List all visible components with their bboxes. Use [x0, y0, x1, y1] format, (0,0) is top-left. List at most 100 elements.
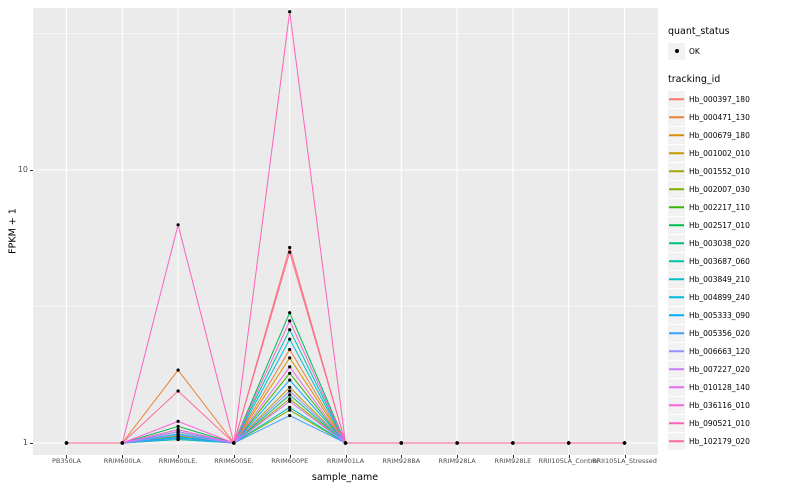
data-point	[176, 436, 180, 440]
legend-key-line-icon	[668, 198, 685, 216]
line-icon	[669, 296, 684, 298]
legend-entry-tracking-id: Hb_000397_180	[668, 90, 798, 108]
legend-entry-label: Hb_004899_240	[689, 292, 750, 302]
x-tick-label: RRIM901LA	[326, 457, 365, 465]
line-icon	[669, 350, 684, 352]
data-point	[288, 245, 292, 250]
data-point	[288, 250, 292, 254]
data-point	[288, 328, 292, 332]
data-point	[511, 441, 515, 445]
data-point	[288, 385, 292, 389]
point-icon	[674, 49, 679, 53]
x-tick-label: PB350LA	[51, 457, 81, 465]
data-point	[288, 365, 292, 369]
legend-key-line-icon	[668, 144, 685, 162]
legend-entry-tracking-id: Hb_006663_120	[668, 342, 798, 360]
y-tick-label: 10	[17, 165, 28, 174]
data-point	[176, 419, 180, 423]
data-point	[288, 356, 292, 360]
legend-entry-tracking-id: Hb_007227_020	[668, 360, 798, 378]
data-point	[399, 441, 403, 445]
y-axis-title: FPKM + 1	[7, 208, 19, 254]
plot-panel	[33, 8, 658, 455]
data-point	[288, 10, 292, 14]
legend-entry-tracking-id: Hb_005333_090	[668, 306, 798, 324]
data-point	[567, 441, 571, 445]
legend-key-point-icon	[668, 42, 685, 60]
data-point	[288, 311, 292, 315]
legend-key-line-icon	[668, 234, 685, 252]
data-point	[176, 368, 180, 372]
line-icon	[669, 278, 684, 280]
data-point	[288, 408, 292, 412]
legend-key-line-icon	[668, 252, 685, 270]
data-point	[288, 389, 292, 393]
legend-entry-tracking-id: Hb_003038_020	[668, 234, 798, 252]
legend-section-tracking-id: tracking_id Hb_000397_180 Hb_000471_130 Hb…	[668, 74, 798, 450]
line-icon	[669, 242, 684, 244]
x-tick-label: RRII105LA_Stressed	[592, 457, 657, 465]
legend-entry-label: Hb_007227_020	[689, 364, 750, 374]
line-icon	[669, 188, 684, 190]
legend-entry-label: Hb_001552_010	[689, 166, 750, 176]
legend-key-line-icon	[668, 180, 685, 198]
data-point	[288, 337, 292, 341]
x-tick-mark	[289, 455, 291, 458]
legend-entry-tracking-id: Hb_102179_020	[668, 432, 798, 450]
legend-title-tracking-id: tracking_id	[668, 74, 721, 85]
legend-entry-tracking-id: Hb_090521_010	[668, 414, 798, 432]
legend-entries-tracking-id: Hb_000397_180 Hb_000471_130 Hb_000679_180 H…	[668, 90, 798, 450]
x-tick-label: RRIM928BA	[382, 457, 421, 465]
legend-entry-label: Hb_003687_060	[689, 256, 750, 266]
x-tick-label: RRIM928LE	[494, 457, 532, 465]
legend-entry-label: Hb_002007_030	[689, 184, 750, 194]
line-icon	[669, 386, 684, 388]
line-icon	[669, 440, 684, 442]
data-point	[288, 378, 292, 382]
x-tick-mark	[122, 455, 124, 458]
line-icon	[669, 422, 684, 424]
x-tick-label: RRII105LA_Control	[538, 457, 599, 465]
legend-entry-tracking-id: Hb_002217_110	[668, 198, 798, 216]
legend-entry-label: Hb_002217_110	[689, 202, 750, 212]
data-point	[176, 428, 180, 432]
data-point	[343, 441, 348, 445]
legend-key-line-icon	[668, 432, 685, 450]
legend-key-line-icon	[668, 126, 685, 144]
legend-entry-label: Hb_000471_130	[689, 112, 750, 122]
line-icon	[669, 98, 684, 100]
data-point	[288, 319, 292, 323]
legend-entry-label: Hb_000397_180	[689, 94, 750, 104]
line-icon	[669, 224, 684, 226]
legend: quant_status OK tracking_id Hb_000397_18…	[668, 26, 798, 464]
legend-entry-tracking-id: Hb_001552_010	[668, 162, 798, 180]
line-icon	[669, 314, 684, 316]
x-tick-label: RRIM600PE	[271, 457, 309, 465]
data-point	[176, 223, 180, 227]
y-tick-mark	[30, 443, 33, 444]
legend-section-quant-status: quant_status OK	[668, 26, 798, 60]
x-tick-label: RRIM600SE.	[214, 457, 254, 465]
legend-entry-label: Hb_102179_020	[689, 436, 750, 446]
x-tick-mark	[624, 455, 626, 458]
legend-entry-label: Hb_036116_010	[689, 400, 750, 410]
legend-key-line-icon	[668, 162, 685, 180]
data-point	[176, 424, 180, 428]
legend-entries-quant-status: OK	[668, 42, 798, 60]
legend-entry-label: Hb_005333_090	[689, 310, 750, 320]
legend-entry-tracking-id: Hb_002007_030	[668, 180, 798, 198]
line-icon	[669, 368, 684, 370]
legend-entry-tracking-id: Hb_000679_180	[668, 126, 798, 144]
data-point	[232, 441, 236, 445]
legend-entry-label: Hb_003849_210	[689, 274, 750, 284]
legend-entry-tracking-id: Hb_003687_060	[668, 252, 798, 270]
y-tick-mark	[30, 170, 33, 171]
legend-entry-label: Hb_003038_020	[689, 238, 750, 248]
line-icon	[669, 260, 684, 262]
data-point	[288, 414, 292, 418]
data-point	[288, 405, 292, 409]
legend-key-line-icon	[668, 414, 685, 432]
data-point	[288, 399, 292, 403]
legend-key-line-icon	[668, 378, 685, 396]
